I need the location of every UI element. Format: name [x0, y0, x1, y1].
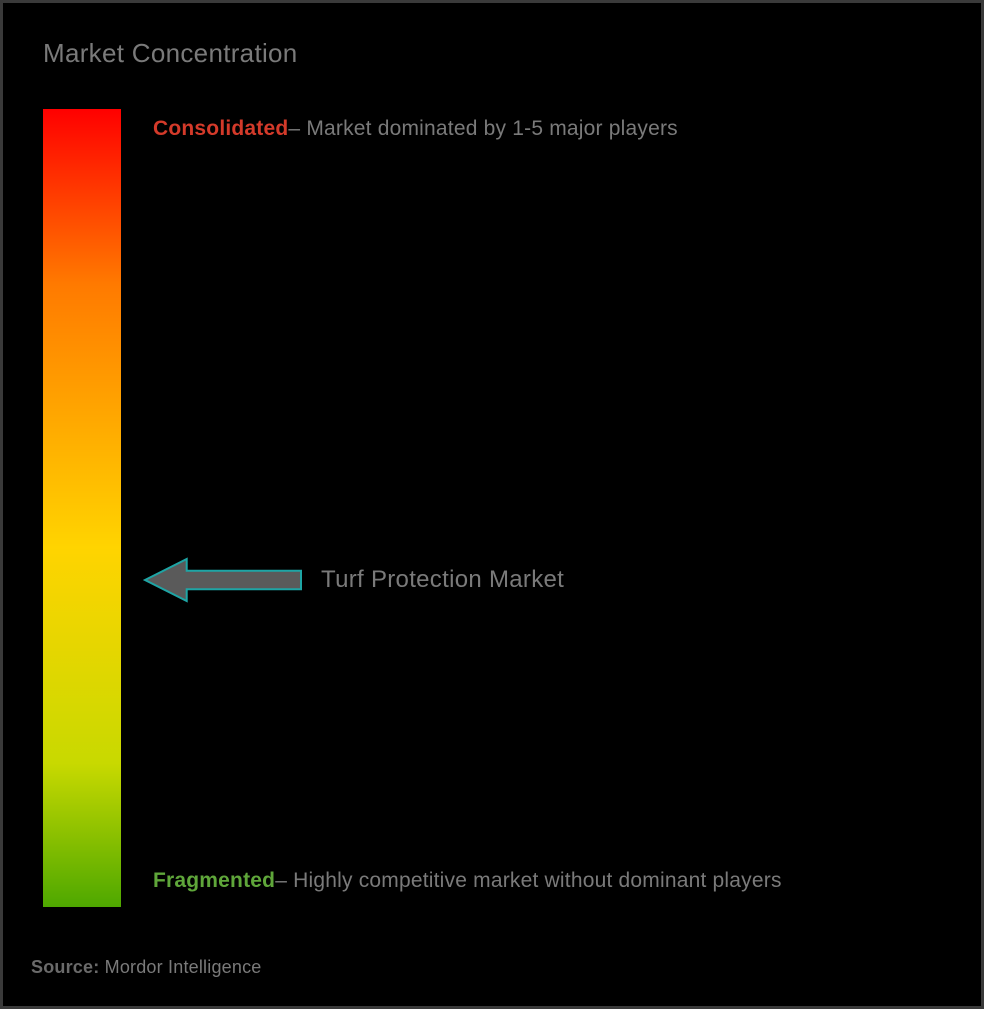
fragmented-label-desc: – Highly competitive market without domi… [275, 869, 781, 893]
consolidated-label-desc: – Market dominated by 1-5 major players [288, 117, 677, 141]
market-marker-label: Turf Protection Market [321, 566, 564, 594]
consolidated-label-bold: Consolidated [153, 117, 288, 141]
source-label: Source: [31, 957, 99, 977]
source-value: Mordor Intelligence [99, 957, 261, 977]
source-line: Source: Mordor Intelligence [31, 957, 262, 978]
fragmented-label-row: Fragmented – Highly competitive market w… [153, 869, 782, 893]
market-marker-row: Turf Protection Market [143, 557, 564, 603]
fragmented-label-bold: Fragmented [153, 869, 275, 893]
chart-title: Market Concentration [43, 38, 941, 69]
concentration-gradient-bar [43, 109, 121, 907]
arrow-left-icon [143, 557, 303, 603]
consolidated-label-row: Consolidated – Market dominated by 1-5 m… [153, 117, 678, 141]
chart-container: Market Concentration Consolidated – Mark… [0, 0, 984, 1009]
content-area: Consolidated – Market dominated by 1-5 m… [43, 109, 941, 909]
